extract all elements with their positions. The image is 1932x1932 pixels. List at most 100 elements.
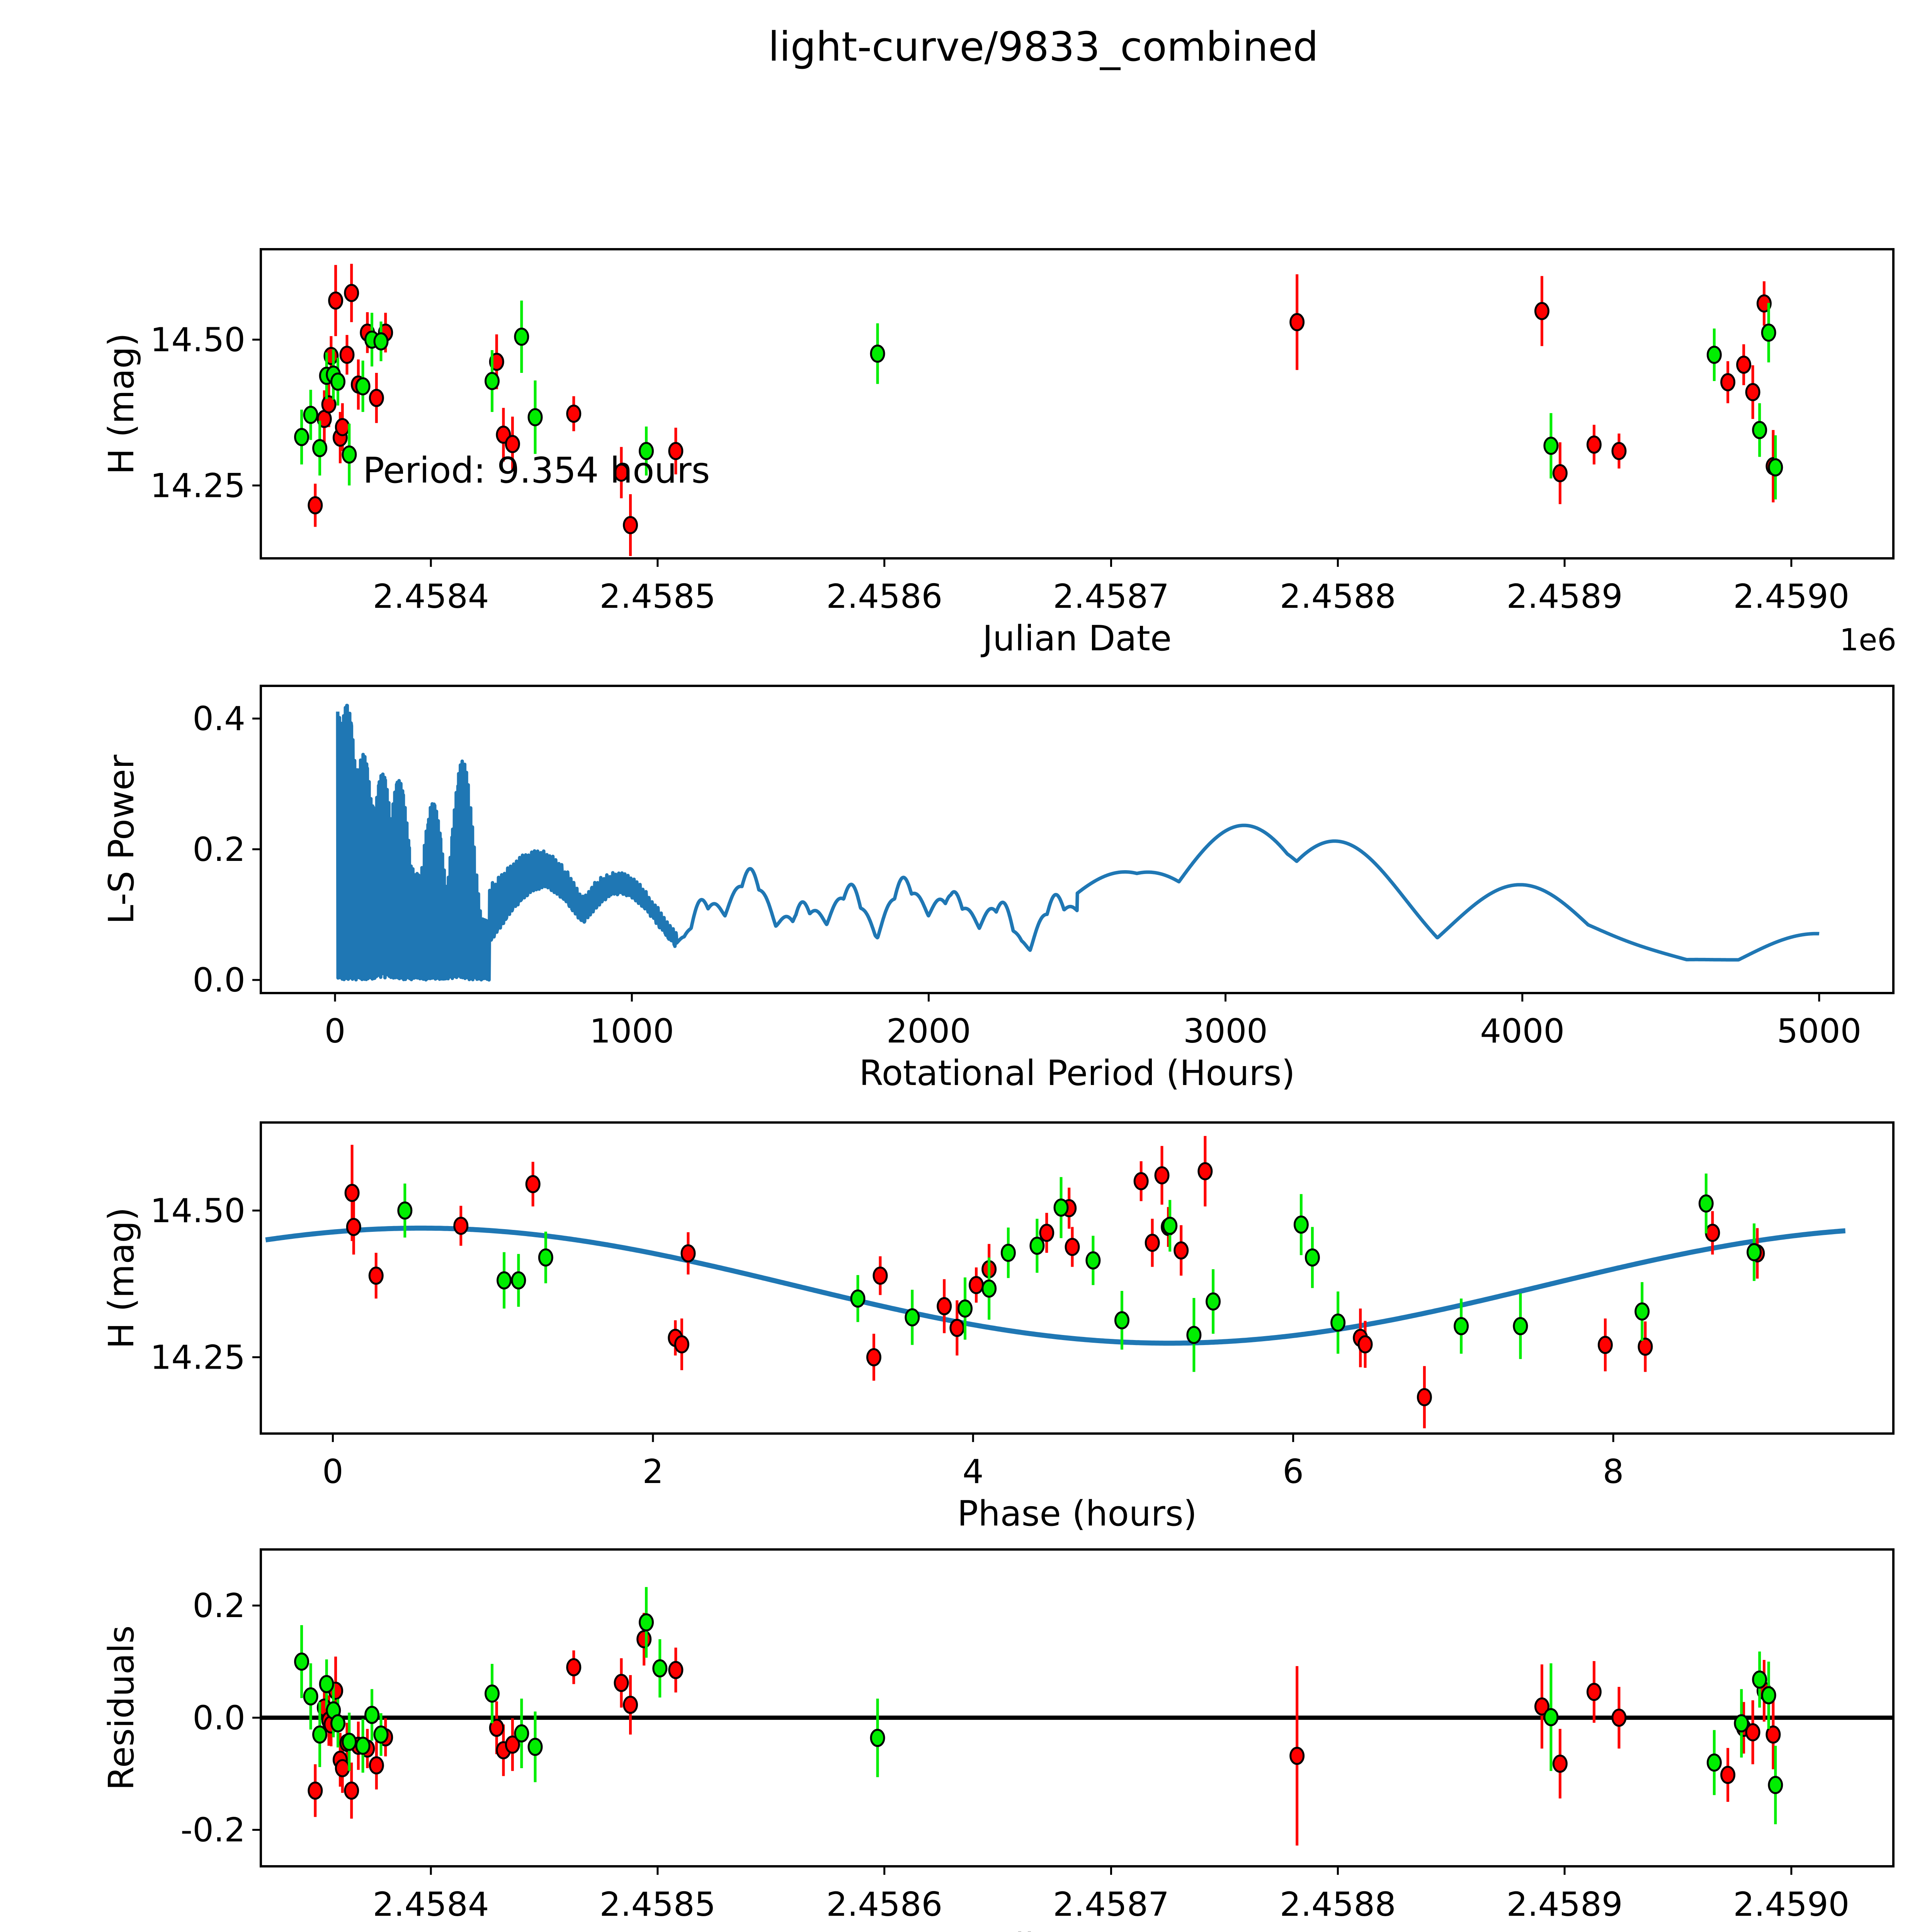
data-point-red_band <box>937 1297 952 1315</box>
residuals-series-green_band <box>294 1587 1783 1825</box>
data-point-red_band <box>1705 1224 1720 1242</box>
figure-title: light-curve/9833_combined <box>768 23 1319 70</box>
data-point-red_band <box>1197 1162 1213 1180</box>
data-point-red_band <box>1720 373 1736 391</box>
data-point-red_band <box>344 1781 359 1800</box>
data-point-green_band <box>1543 437 1559 455</box>
residuals-ytick-label: 0.0 <box>192 1699 245 1737</box>
data-point-green_band <box>1513 1317 1528 1335</box>
data-point-green_band <box>538 1248 553 1267</box>
data-point-green_band <box>1734 1714 1749 1733</box>
data-point-green_band <box>1747 1243 1762 1262</box>
data-point-green_band <box>850 1289 866 1308</box>
data-point-red_band <box>1638 1337 1653 1356</box>
periodogram-line <box>336 704 1821 982</box>
data-point-red_band <box>335 418 350 436</box>
data-point-green_band <box>397 1201 413 1220</box>
data-point-green_band <box>294 428 310 446</box>
data-point-red_band <box>344 284 359 302</box>
data-point-red_band <box>1039 1224 1054 1242</box>
phasefold-xtick-label: 8 <box>1603 1452 1624 1491</box>
data-point-green_band <box>355 1736 371 1755</box>
data-point-green_band <box>497 1271 512 1290</box>
residuals-series-red_band <box>308 1613 1781 1846</box>
data-point-green_band <box>1706 345 1722 364</box>
data-point-red_band <box>1736 355 1752 374</box>
data-point-green_band <box>319 1675 334 1693</box>
data-point-red_band <box>489 1719 504 1737</box>
data-point-red_band <box>1534 1697 1549 1716</box>
lightcurve-xtick-label: 2.4590 <box>1733 577 1849 616</box>
periodogram-xtick-label: 5000 <box>1777 1012 1862 1051</box>
data-point-red_band <box>1552 464 1568 483</box>
data-point-red_band <box>369 389 384 407</box>
data-point-red_band <box>1065 1238 1080 1256</box>
periodogram-y-axis-label: L-S Power <box>101 755 142 924</box>
data-point-red_band <box>674 1335 689 1354</box>
lightcurve-xtick-label: 2.4588 <box>1280 577 1396 616</box>
phasefold-xtick-label: 0 <box>322 1452 344 1491</box>
data-point-green_band <box>514 327 529 346</box>
data-point-green_band <box>373 1725 389 1744</box>
data-point-red_band <box>1289 1747 1305 1765</box>
data-point-red_band <box>1745 1723 1760 1742</box>
data-point-red_band <box>1611 442 1627 460</box>
data-point-green_band <box>303 1687 318 1706</box>
data-point-red_band <box>1154 1166 1170 1185</box>
data-point-red_band <box>335 1759 350 1777</box>
lightcurve-x-offset-label: 1e6 <box>1840 623 1896 658</box>
data-point-green_band <box>330 1714 346 1733</box>
data-point-red_band <box>1145 1233 1160 1252</box>
phasefold-series-green_band <box>397 1173 1762 1372</box>
lightcurve-y-axis-label: H (mag) <box>101 333 142 474</box>
lightcurve-xtick-label: 2.4587 <box>1053 577 1169 616</box>
lightcurve-x-axis-label: Julian Date <box>981 618 1172 659</box>
residuals-xtick-label: 2.4587 <box>1053 1885 1169 1924</box>
phasefold-axes-frame <box>260 1121 1895 1435</box>
residuals-xtick-label: 2.4590 <box>1733 1885 1849 1924</box>
data-point-red_band <box>344 1184 360 1202</box>
data-point-green_band <box>312 1725 328 1744</box>
data-point-green_band <box>1085 1251 1101 1270</box>
data-point-green_band <box>1293 1215 1309 1234</box>
periodogram-xtick-label: 4000 <box>1480 1012 1565 1051</box>
residuals-ytick-label: -0.2 <box>180 1811 245 1850</box>
lightcurve-ytick-label: 14.25 <box>150 466 245 505</box>
data-point-green_band <box>1029 1236 1045 1255</box>
data-point-red_band <box>368 1266 384 1285</box>
data-point-green_band <box>639 442 654 460</box>
data-point-green_band <box>312 439 328 457</box>
data-point-green_band <box>1053 1198 1069 1217</box>
residuals-x-axis-label: Julian Date <box>981 1926 1172 1932</box>
phasefold-series-red_band <box>344 1136 1765 1429</box>
data-point-red_band <box>339 345 355 364</box>
residuals-xtick-label: 2.4585 <box>599 1885 716 1924</box>
data-point-green_band <box>527 408 543 427</box>
data-point-red_band <box>308 496 323 515</box>
phasefold-ytick-label: 14.50 <box>150 1192 245 1230</box>
lightcurve-series-green_band <box>294 300 1783 500</box>
data-point-red_band <box>1173 1241 1189 1260</box>
data-point-green_band <box>294 1652 310 1671</box>
data-point-green_band <box>639 1613 654 1632</box>
data-point-red_band <box>949 1319 965 1337</box>
data-point-green_band <box>527 1738 543 1756</box>
lightcurve-xtick-label: 2.4586 <box>826 577 942 616</box>
data-point-green_band <box>485 372 500 390</box>
lightcurve-axes-frame <box>260 248 1895 560</box>
data-point-red_band <box>668 1661 684 1679</box>
data-point-green_band <box>652 1659 668 1678</box>
data-point-green_band <box>1543 1708 1559 1726</box>
data-point-green_band <box>303 406 318 424</box>
phasefold-xtick-label: 6 <box>1282 1452 1304 1491</box>
data-point-green_band <box>1304 1248 1320 1267</box>
data-point-red_band <box>453 1216 469 1235</box>
residuals-axes-frame <box>260 1548 1895 1867</box>
lightcurve-xtick-label: 2.4585 <box>599 577 716 616</box>
residuals-x-offset-label: 1e6 <box>1840 1931 1896 1932</box>
periodogram-xtick-label: 1000 <box>590 1012 674 1051</box>
data-point-red_band <box>505 435 520 453</box>
data-point-red_band <box>328 291 344 310</box>
periodogram-ytick-label: 0.2 <box>192 830 245 869</box>
lightcurve-panel: 2.4584 2.4585 2.4586 2.4587 2.4588 2.4589 2.45… <box>101 248 1896 659</box>
